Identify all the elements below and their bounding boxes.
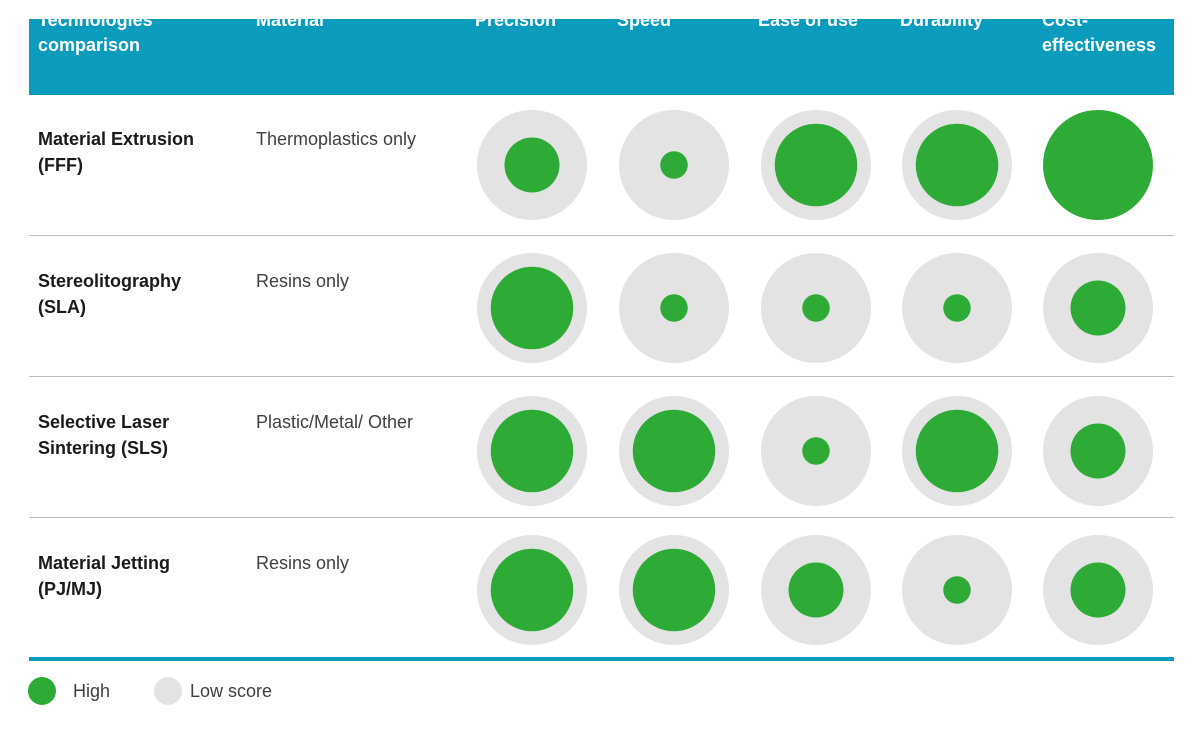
score-dot-ease-of-use bbox=[802, 437, 830, 465]
legend-high-dot bbox=[28, 677, 56, 705]
header-durability: Durability bbox=[900, 10, 984, 30]
score-dot-ease-of-use bbox=[788, 562, 844, 618]
row-material-pjmj: Resins only bbox=[256, 553, 350, 573]
score-dot-cost-effectiveness bbox=[1070, 562, 1126, 618]
header-cost-effectiveness: Cost- effectiveness bbox=[1042, 10, 1157, 55]
score-dot-ease-of-use bbox=[802, 294, 830, 322]
score-dot-precision bbox=[504, 137, 560, 193]
row-title-sls: Selective Laser Sintering (SLS) bbox=[38, 412, 170, 458]
legend-low-dot bbox=[154, 677, 182, 705]
score-dot-cost-effectiveness bbox=[1070, 280, 1126, 336]
score-dot-speed bbox=[632, 409, 716, 493]
legend-high-label: High bbox=[73, 681, 111, 701]
score-dot-speed bbox=[660, 151, 688, 179]
row-material-fff: Thermoplastics only bbox=[256, 129, 417, 149]
score-dot-precision bbox=[490, 409, 574, 493]
row-separator bbox=[29, 376, 1174, 377]
score-dot-cost-effectiveness bbox=[1070, 423, 1126, 479]
score-dot-cost-effectiveness bbox=[1043, 110, 1153, 220]
row-title-pjmj: Material Jetting (PJ/MJ) bbox=[38, 553, 171, 599]
legend-low-label: Low score bbox=[190, 681, 273, 701]
score-dot-durability bbox=[915, 123, 999, 207]
score-dot-speed bbox=[660, 294, 688, 322]
score-dot-ease-of-use bbox=[774, 123, 858, 207]
header-material: Material bbox=[256, 10, 325, 30]
score-dot-durability bbox=[943, 576, 971, 604]
header-technologies: Technologies comparison bbox=[38, 10, 153, 55]
score-dot-precision bbox=[490, 266, 574, 350]
score-dot-precision bbox=[490, 548, 574, 632]
score-dot-durability bbox=[943, 294, 971, 322]
row-separator bbox=[29, 235, 1174, 236]
header-ease-of-use: Ease of use bbox=[758, 10, 859, 30]
score-dot-durability bbox=[915, 409, 999, 493]
row-separator bbox=[29, 517, 1174, 518]
row-material-sls: Plastic/Metal/ Other bbox=[256, 412, 414, 432]
table-header bbox=[29, 19, 1174, 95]
row-material-sla: Resins only bbox=[256, 271, 350, 291]
header-speed: Speed bbox=[617, 10, 672, 30]
score-dot-speed bbox=[632, 548, 716, 632]
row-title-sla: Stereolitography (SLA) bbox=[38, 271, 182, 317]
header-precision: Precision bbox=[475, 10, 557, 30]
row-title-fff: Material Extrusion (FFF) bbox=[38, 129, 195, 175]
bottom-rule bbox=[29, 657, 1174, 661]
